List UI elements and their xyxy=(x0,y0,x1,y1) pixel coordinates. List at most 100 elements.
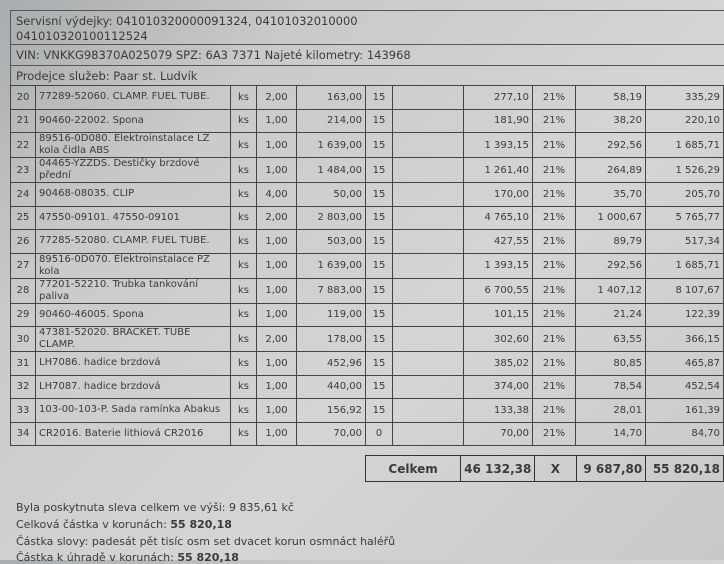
cell-disc: 15 xyxy=(365,326,393,352)
cell-vat: 80,85 xyxy=(575,351,646,376)
cell-vat-rate: 21% xyxy=(532,351,576,376)
cell-empty xyxy=(392,398,464,423)
cell-total: 1 685,71 xyxy=(645,252,724,279)
cell-base: 277,10 xyxy=(463,85,533,110)
cell-empty xyxy=(392,229,464,254)
cell-price: 440,00 xyxy=(296,374,366,399)
cell-total: 1 685,71 xyxy=(645,132,724,158)
cell-qty: 1,00 xyxy=(256,229,297,254)
cell-qty: 1,00 xyxy=(256,302,297,327)
table-row: 28 77201-52210. Trubka tankování paliva ks… xyxy=(10,277,724,304)
cell-desc: 77201-52210. Trubka tankování paliva xyxy=(35,277,231,304)
cell-vat: 28,01 xyxy=(575,398,646,423)
cell-price: 503,00 xyxy=(296,229,366,254)
cell-vat-rate: 21% xyxy=(532,302,576,327)
cell-total: 122,39 xyxy=(645,302,724,327)
cell-vat-rate: 21% xyxy=(532,157,576,183)
cell-empty xyxy=(392,277,464,304)
cell-price: 214,00 xyxy=(296,108,366,133)
cell-vat: 292,56 xyxy=(575,132,646,158)
cell-base: 181,90 xyxy=(463,108,533,133)
cell-total: 1 526,29 xyxy=(645,157,724,183)
due-value: 55 820,18 xyxy=(177,551,239,564)
table-row: 21 90460-22002. Spona ks 1,00 214,00 15 181,90… xyxy=(10,108,724,133)
cell-unit: ks xyxy=(230,302,257,327)
cell-unit: ks xyxy=(230,157,257,183)
cell-qty: 1,00 xyxy=(256,277,297,304)
table-row: 22 89516-0D080. Elektroinstalace LZ kola … xyxy=(10,132,724,158)
cell-vat: 63,55 xyxy=(575,326,646,352)
cell-base: 133,38 xyxy=(463,398,533,423)
service-slips: Servisní výdejky: 041010320000091324, 04… xyxy=(10,10,724,44)
cell-no: 31 xyxy=(10,351,36,376)
cell-qty: 1,00 xyxy=(256,252,297,279)
cell-desc: 90460-46005. Spona xyxy=(35,302,231,327)
cell-empty xyxy=(392,421,464,446)
cell-qty: 1,00 xyxy=(256,108,297,133)
cell-total: 8 107,67 xyxy=(645,277,724,304)
service-slips-label: Servisní výdejky: xyxy=(16,14,113,28)
cell-vat-rate: 21% xyxy=(532,182,576,207)
cell-empty xyxy=(392,374,464,399)
cell-vat-rate: 21% xyxy=(532,421,576,446)
cell-base: 170,00 xyxy=(463,182,533,207)
cell-qty: 4,00 xyxy=(256,182,297,207)
cell-price: 178,00 xyxy=(296,326,366,352)
cell-qty: 1,00 xyxy=(256,421,297,446)
cell-price: 1 484,00 xyxy=(296,157,366,183)
table-row: 25 47550-09101. 47550-09101 ks 2,00 2 803,00… xyxy=(10,205,724,230)
cell-desc: 103-00-103-P. Sada ramínka Abakus xyxy=(35,398,231,423)
cell-qty: 1,00 xyxy=(256,351,297,376)
cell-disc: 15 xyxy=(365,85,393,110)
cell-vat-rate: 21% xyxy=(532,252,576,279)
totals-base: 46 132,38 xyxy=(460,455,536,482)
cell-desc: 90460-22002. Spona xyxy=(35,108,231,133)
cell-base: 302,60 xyxy=(463,326,533,352)
cell-qty: 2,00 xyxy=(256,85,297,110)
service-slips-line1: 041010320000091324, 04101032010000 xyxy=(116,14,358,28)
cell-base: 427,55 xyxy=(463,229,533,254)
cell-disc: 15 xyxy=(365,277,393,304)
totals-total: 55 820,18 xyxy=(645,455,724,482)
cell-base: 6 700,55 xyxy=(463,277,533,304)
cell-qty: 1,00 xyxy=(256,374,297,399)
cell-unit: ks xyxy=(230,85,257,110)
cell-disc: 15 xyxy=(365,252,393,279)
cell-price: 156,92 xyxy=(296,398,366,423)
cell-price: 163,00 xyxy=(296,85,366,110)
cell-vat: 14,70 xyxy=(575,421,646,446)
table-row: 26 77285-52080. CLAMP. FUEL TUBE. ks 1,00 50… xyxy=(10,229,724,254)
total-value: 55 820,18 xyxy=(170,518,232,531)
cell-desc: LH7087. hadice brzdová xyxy=(35,374,231,399)
cell-desc: LH7086. hadice brzdová xyxy=(35,351,231,376)
cell-unit: ks xyxy=(230,277,257,304)
cell-disc: 15 xyxy=(365,132,393,158)
cell-vat-rate: 21% xyxy=(532,398,576,423)
cell-unit: ks xyxy=(230,374,257,399)
cell-vat: 1 000,67 xyxy=(575,205,646,230)
cell-qty: 2,00 xyxy=(256,326,297,352)
cell-total: 205,70 xyxy=(645,182,724,207)
cell-vat: 35,70 xyxy=(575,182,646,207)
cell-total: 366,15 xyxy=(645,326,724,352)
cell-vat: 1 407,12 xyxy=(575,277,646,304)
cell-no: 20 xyxy=(10,85,36,110)
cell-desc: 89516-0D070. Elektroinstalace PZ kola xyxy=(35,252,231,279)
cell-vat-rate: 21% xyxy=(532,132,576,158)
cell-vat-rate: 21% xyxy=(532,108,576,133)
cell-vat-rate: 21% xyxy=(532,229,576,254)
cell-vat: 89,79 xyxy=(575,229,646,254)
cell-base: 1 261,40 xyxy=(463,157,533,183)
amount-in-words: Částka slovy: padesát pět tisíc osm set … xyxy=(16,535,396,548)
cell-vat: 58,19 xyxy=(575,85,646,110)
table-row: 24 90468-08035. CLIP ks 4,00 50,00 15 170,00 21… xyxy=(10,182,724,207)
totals-vat: 9 687,80 xyxy=(575,455,647,482)
cell-disc: 15 xyxy=(365,157,393,183)
table-row: 27 89516-0D070. Elektroinstalace PZ kola k… xyxy=(10,252,724,279)
cell-price: 50,00 xyxy=(296,182,366,207)
cell-price: 119,00 xyxy=(296,302,366,327)
cell-desc: 77289-52060. CLAMP. FUEL TUBE. xyxy=(35,85,231,110)
cell-desc: 47381-52020. BRACKET. TUBE CLAMP. xyxy=(35,326,231,352)
totals-vat-rate: X xyxy=(534,455,577,482)
due-label: Částka k úhradě v korunách: xyxy=(16,551,174,564)
